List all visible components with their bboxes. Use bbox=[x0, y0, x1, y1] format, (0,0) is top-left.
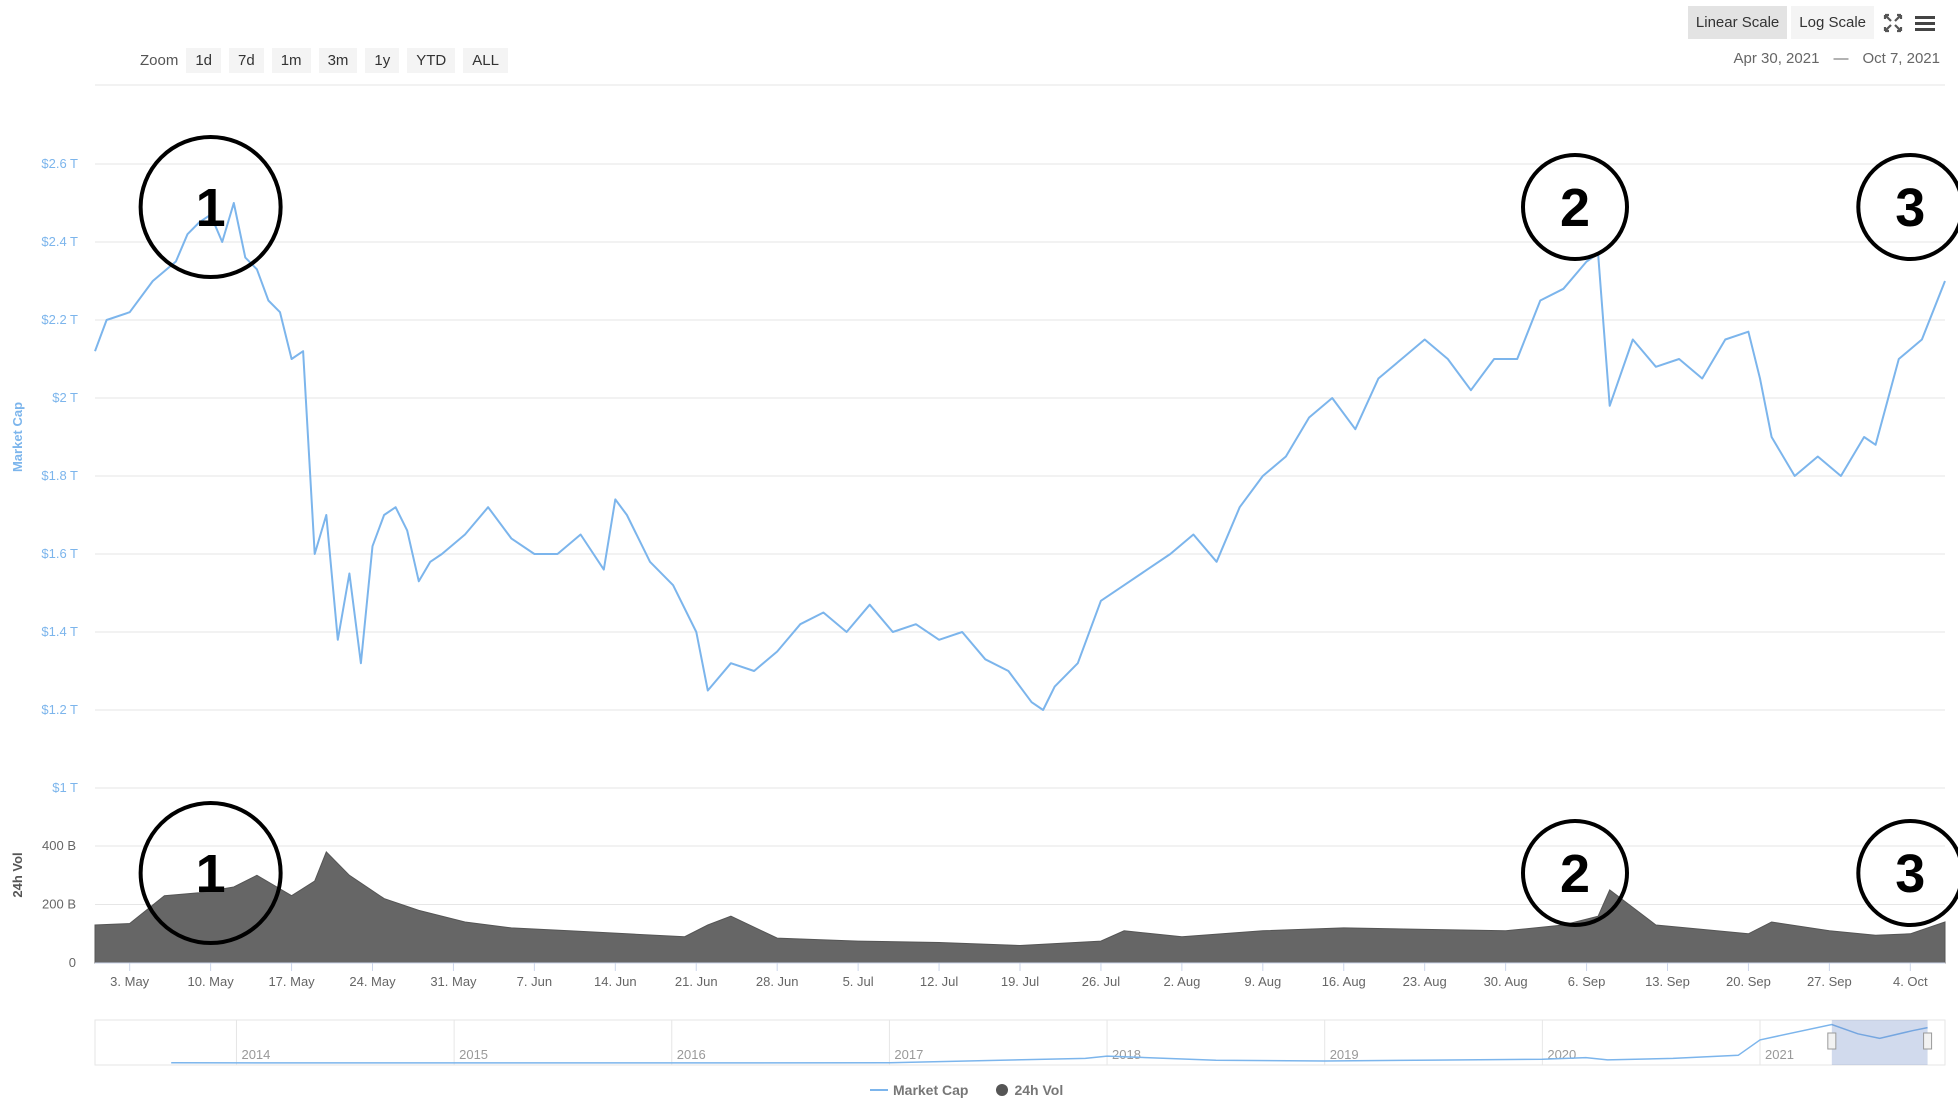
zoom-all-button[interactable]: ALL bbox=[463, 47, 508, 73]
y-tick-label: $1.8 T bbox=[41, 468, 78, 483]
x-tick-label: 12. Jul bbox=[920, 974, 958, 989]
x-tick-label: 7. Jun bbox=[517, 974, 552, 989]
zoom-bar: Zoom 1d 7d 1m 3m 1y YTD ALL bbox=[140, 47, 516, 73]
x-tick-label: 31. May bbox=[430, 974, 477, 989]
legend-volume[interactable]: 24h Vol bbox=[996, 1082, 1063, 1098]
range-separator: — bbox=[1833, 50, 1849, 67]
navigator-frame bbox=[94, 1019, 1946, 1066]
legend-market-cap-label: Market Cap bbox=[893, 1082, 969, 1098]
y-tick-label: $1.6 T bbox=[41, 546, 78, 561]
y-axis: $1 T $1.2 T $1.4 T $1.6 T $1.8 T $2 T $2.2 T $2… bbox=[41, 156, 78, 795]
legend-volume-label: 24h Vol bbox=[1014, 1082, 1064, 1098]
x-tick-label: 10. May bbox=[188, 974, 235, 989]
y-tick-label: $1.4 T bbox=[41, 624, 78, 639]
annotation-label: 1 bbox=[196, 844, 226, 904]
annotation-label: 3 bbox=[1895, 844, 1925, 904]
linear-scale-button[interactable]: Linear Scale bbox=[1687, 6, 1788, 39]
annotation-label: 2 bbox=[1560, 178, 1590, 238]
volume-axis-title: 24h Vol bbox=[10, 852, 25, 897]
y-axis-title: Market Cap bbox=[10, 402, 25, 472]
annotation-circle bbox=[1856, 153, 1958, 261]
legend: Market Cap 24h Vol bbox=[870, 1082, 1091, 1098]
annotations: 1 1 2 2 3 3 bbox=[138, 135, 1958, 945]
range-from[interactable]: Apr 30, 2021 bbox=[1733, 50, 1820, 67]
vol-tick-label: 0 bbox=[69, 955, 76, 970]
x-axis: 3. May 10. May 17. May 24. May 31. May 7. Jun… bbox=[95, 962, 1945, 989]
fullscreen-icon[interactable] bbox=[1880, 10, 1906, 36]
x-tick-label: 9. Aug bbox=[1244, 974, 1281, 989]
annotation-label: 1 bbox=[196, 178, 226, 238]
navigator-year-label: 2021 bbox=[1765, 1047, 1794, 1062]
x-tick-label: 24. May bbox=[349, 974, 396, 989]
y-tick-label: $2.6 T bbox=[41, 156, 78, 171]
x-tick-label: 5. Jul bbox=[843, 974, 874, 989]
x-tick-label: 14. Jun bbox=[594, 974, 637, 989]
zoom-7d-button[interactable]: 7d bbox=[229, 47, 264, 73]
volume-swatch bbox=[996, 1084, 1009, 1096]
x-tick-label: 26. Jul bbox=[1082, 974, 1120, 989]
volume-series bbox=[94, 851, 1946, 964]
y-tick-label: $1.2 T bbox=[41, 702, 78, 717]
volume-area bbox=[94, 851, 1946, 964]
zoom-label: Zoom bbox=[140, 51, 179, 69]
y-tick-label: $2.4 T bbox=[41, 234, 78, 249]
y-tick-label: $2 T bbox=[52, 390, 78, 405]
x-tick-label: 23. Aug bbox=[1403, 974, 1447, 989]
x-tick-label: 16. Aug bbox=[1322, 974, 1366, 989]
x-tick-label: 2. Aug bbox=[1163, 974, 1200, 989]
x-tick-label: 17. May bbox=[268, 974, 315, 989]
log-scale-button[interactable]: Log Scale bbox=[1791, 6, 1874, 39]
menu-icon[interactable] bbox=[1912, 10, 1938, 36]
annotation-circle bbox=[138, 801, 283, 945]
zoom-3m-button[interactable]: 3m bbox=[318, 47, 358, 73]
x-tick-label: 21. Jun bbox=[675, 974, 718, 989]
navigator-year-label: 2017 bbox=[894, 1047, 923, 1062]
x-tick-label: 19. Jul bbox=[1001, 974, 1039, 989]
x-tick-label: 3. May bbox=[110, 974, 150, 989]
grid-lines bbox=[95, 84, 1945, 964]
volume-axis: 0 200 B 400 B bbox=[42, 838, 76, 970]
navigator-year-label: 2018 bbox=[1112, 1047, 1141, 1062]
date-range: Apr 30, 2021 — Oct 7, 2021 bbox=[1724, 50, 1940, 67]
annotation-label: 3 bbox=[1895, 178, 1925, 238]
navigator-year-label: 2019 bbox=[1330, 1047, 1359, 1062]
zoom-1d-button[interactable]: 1d bbox=[186, 47, 222, 73]
annotation-label: 2 bbox=[1560, 844, 1590, 904]
legend-market-cap[interactable]: Market Cap bbox=[870, 1082, 968, 1098]
navigator-handle[interactable] bbox=[1827, 1032, 1837, 1050]
annotation-circle bbox=[1856, 819, 1958, 927]
x-tick-label: 20. Sep bbox=[1726, 974, 1771, 989]
x-tick-label: 27. Sep bbox=[1807, 974, 1852, 989]
navigator-year-label: 2015 bbox=[459, 1047, 488, 1062]
zoom-1m-button[interactable]: 1m bbox=[271, 47, 311, 73]
scale-bar: Linear Scale Log Scale bbox=[1684, 6, 1938, 39]
annotation-circle bbox=[1521, 819, 1629, 927]
x-tick-label: 6. Sep bbox=[1568, 974, 1606, 989]
zoom-ytd-button[interactable]: YTD bbox=[407, 47, 456, 73]
navigator[interactable]: 2014 2015 2016 2017 2018 2019 2020 2021 bbox=[94, 1019, 1946, 1066]
navigator-handle[interactable] bbox=[1923, 1032, 1933, 1050]
navigator-year-label: 2014 bbox=[241, 1047, 270, 1062]
x-tick-label: 30. Aug bbox=[1484, 974, 1528, 989]
market-cap-line bbox=[94, 202, 1946, 711]
x-tick-label: 28. Jun bbox=[756, 974, 799, 989]
x-tick-label: 13. Sep bbox=[1645, 974, 1690, 989]
market-cap-series bbox=[94, 202, 1946, 711]
annotation-circle bbox=[138, 135, 283, 279]
vol-tick-label: 400 B bbox=[42, 838, 76, 853]
navigator-selection[interactable] bbox=[1831, 1020, 1928, 1065]
annotation-circle bbox=[1521, 153, 1629, 261]
market-cap-swatch bbox=[870, 1089, 888, 1091]
range-to[interactable]: Oct 7, 2021 bbox=[1862, 50, 1940, 67]
navigator-year-label: 2016 bbox=[677, 1047, 706, 1062]
navigator-year-label: 2020 bbox=[1547, 1047, 1576, 1062]
vol-tick-label: 200 B bbox=[42, 897, 76, 912]
zoom-1y-button[interactable]: 1y bbox=[365, 47, 400, 73]
y-tick-label: $1 T bbox=[52, 780, 78, 795]
x-tick-label: 4. Oct bbox=[1893, 974, 1928, 989]
navigator-line bbox=[171, 1023, 1928, 1064]
y-tick-label: $2.2 T bbox=[41, 312, 78, 327]
